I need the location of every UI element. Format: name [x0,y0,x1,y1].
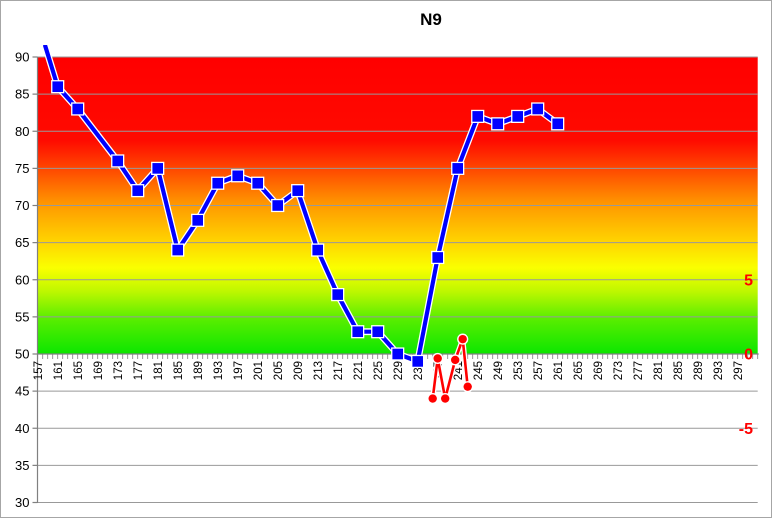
gridlines [37,56,758,503]
svg-text:60: 60 [15,272,29,287]
svg-text:293: 293 [713,361,725,380]
svg-text:261: 261 [553,361,565,380]
svg-text:50: 50 [15,347,29,362]
svg-text:285: 285 [673,361,685,380]
y-left-labels: 90 85 80 75 70 65 60 55 50 45 40 35 30 [15,50,29,511]
svg-text:5: 5 [744,272,753,289]
svg-text:245: 245 [473,361,485,380]
svg-text:169: 169 [93,361,105,380]
svg-text:189: 189 [193,361,205,380]
chart-title: N9 [420,10,442,29]
svg-text:281: 281 [653,361,665,380]
svg-text:181: 181 [153,361,165,380]
svg-text:229: 229 [393,361,405,380]
y-right-labels: 5 0 -5 [739,272,753,438]
svg-text:45: 45 [15,384,29,399]
svg-text:70: 70 [15,198,29,213]
svg-text:0: 0 [744,347,753,364]
svg-text:289: 289 [693,361,705,380]
x-axis-labels: 157 161 165 169 173 177 181 185 189 193 197 201 205 2… [33,361,745,380]
svg-text:225: 225 [373,361,385,380]
svg-text:201: 201 [253,361,265,380]
svg-text:197: 197 [233,361,245,380]
svg-text:193: 193 [213,361,225,380]
svg-text:157: 157 [33,361,45,380]
svg-text:205: 205 [273,361,285,380]
svg-text:165: 165 [73,361,85,380]
svg-text:80: 80 [15,124,29,139]
series-main-line [41,45,565,369]
svg-text:-5: -5 [739,421,753,438]
svg-text:273: 273 [613,361,625,380]
svg-text:65: 65 [15,235,29,250]
series-secondary-line [427,333,474,405]
svg-text:277: 277 [633,361,645,380]
svg-text:90: 90 [15,50,29,65]
svg-text:253: 253 [513,361,525,380]
svg-text:217: 217 [333,361,345,380]
svg-text:35: 35 [15,458,29,473]
svg-text:85: 85 [15,87,29,102]
svg-text:257: 257 [533,361,545,380]
svg-text:185: 185 [173,361,185,380]
svg-text:30: 30 [15,495,29,510]
svg-text:55: 55 [15,309,29,324]
svg-text:40: 40 [15,421,29,436]
svg-text:249: 249 [493,361,505,380]
svg-text:75: 75 [15,161,29,176]
svg-text:265: 265 [573,361,585,380]
svg-text:213: 213 [313,361,325,380]
svg-text:177: 177 [133,361,145,380]
svg-text:297: 297 [733,361,745,380]
svg-text:173: 173 [113,361,125,380]
svg-text:161: 161 [53,361,65,380]
svg-text:221: 221 [353,361,365,380]
svg-text:269: 269 [593,361,605,380]
svg-text:209: 209 [293,361,305,380]
